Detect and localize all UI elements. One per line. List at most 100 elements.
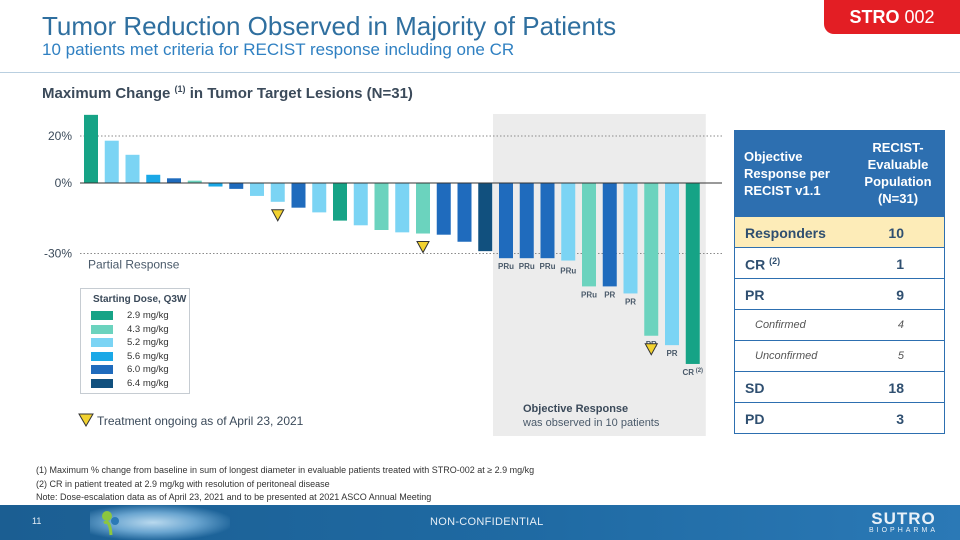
objective-response-text: was observed in 10 patients bbox=[523, 417, 660, 429]
data-bar bbox=[250, 183, 264, 196]
bar-response-label: PRu bbox=[560, 267, 576, 276]
bar-response-label: PR bbox=[625, 297, 636, 306]
ongoing-marker-icon bbox=[78, 413, 94, 427]
row-label: Confirmed bbox=[755, 319, 806, 331]
bar-response-label: PRu bbox=[519, 262, 535, 271]
reference-label: Partial Response bbox=[88, 258, 180, 272]
legend-swatch bbox=[91, 365, 113, 375]
row-label: PD bbox=[745, 411, 765, 427]
objective-response-note: Objective Response was observed in 10 pa… bbox=[523, 402, 659, 430]
footnote-2: (2) CR in patient treated at 2.9 mg/kg w… bbox=[36, 478, 330, 489]
footnotes: (1) Maximum % change from baseline in su… bbox=[36, 464, 534, 505]
data-bar bbox=[519, 183, 534, 259]
bar-response-label: CR (2) bbox=[682, 368, 703, 377]
waterfall-chart: 20% 0% -30% Partial Response PRu PRu PRu PRu PRu… bbox=[44, 114, 722, 436]
footer-bar: 11 NON-CONFIDENTIAL SUTRO BIOPHARMA bbox=[0, 505, 960, 540]
table-row-sd: SD 18 bbox=[734, 372, 945, 403]
legend-label: 4.3 mg/kg bbox=[127, 323, 169, 335]
legend-title: Starting Dose, Q3W bbox=[93, 294, 187, 305]
dose-legend: Starting Dose, Q3W 2.9 mg/kg 4.3 mg/kg 5.2… bbox=[80, 288, 190, 394]
data-bar bbox=[312, 183, 327, 213]
ongoing-marker bbox=[416, 241, 430, 254]
confidentiality-label: NON-CONFIDENTIAL bbox=[430, 516, 544, 528]
legend-label: 2.9 mg/kg bbox=[127, 310, 169, 321]
legend-label: 5.2 mg/kg bbox=[127, 337, 169, 349]
table-row-unconfirmed: Unconfirmed 5 bbox=[734, 341, 945, 372]
legend-label: 6.4 mg/kg bbox=[127, 378, 169, 389]
row-value: 18 bbox=[888, 380, 904, 396]
cr-footnote-sup: (2) bbox=[694, 368, 703, 374]
data-bar bbox=[644, 183, 659, 336]
row-value: 1 bbox=[896, 256, 904, 272]
cr-sup: (2) bbox=[769, 256, 781, 266]
data-bar bbox=[84, 114, 98, 183]
data-bar bbox=[146, 174, 161, 183]
data-bar bbox=[353, 183, 368, 226]
data-bar bbox=[582, 183, 596, 287]
bar-response-label: PR bbox=[666, 349, 677, 358]
table-row-confirmed: Confirmed 4 bbox=[734, 310, 945, 341]
data-bar bbox=[291, 183, 306, 208]
legend-swatch bbox=[91, 379, 113, 388]
data-bar bbox=[561, 183, 576, 261]
table-header: Objective Response per RECIST v1.1 RECIS… bbox=[734, 130, 945, 217]
header-divider bbox=[0, 72, 960, 73]
cr-label: CR bbox=[745, 256, 766, 273]
row-value: 3 bbox=[896, 411, 904, 427]
brand-sub: BIOPHARMA bbox=[868, 527, 938, 534]
data-bar bbox=[436, 183, 451, 235]
table-row-cr: CR (2) 1 bbox=[734, 248, 945, 279]
data-bar bbox=[167, 178, 181, 183]
data-bar bbox=[395, 183, 410, 233]
chart-title-pre: Maximum Change bbox=[42, 85, 175, 102]
row-label: Responders bbox=[745, 225, 826, 241]
row-value: 10 bbox=[888, 225, 904, 241]
row-value: 5 bbox=[897, 350, 904, 362]
footnote-note: Note: Dose-escalation data as of April 2… bbox=[36, 492, 432, 502]
table-header-col1: Objective Response per RECIST v1.1 bbox=[744, 149, 830, 198]
badge-name: STRO bbox=[849, 7, 900, 27]
data-bar bbox=[457, 183, 472, 242]
brand-logo: SUTRO BIOPHARMA bbox=[869, 509, 938, 534]
data-bar bbox=[270, 183, 285, 202]
legend-swatch bbox=[91, 311, 113, 320]
data-bar bbox=[374, 183, 389, 230]
data-bar bbox=[104, 140, 119, 183]
data-bar bbox=[540, 183, 555, 259]
table-header-col2: RECIST-Evaluable Population (N=31) bbox=[864, 140, 932, 206]
y-tick-label: -30% bbox=[44, 247, 72, 261]
badge-number: 002 bbox=[904, 7, 935, 27]
row-label: SD bbox=[745, 380, 765, 396]
ongoing-marker bbox=[644, 343, 659, 356]
bar-response-label: PR bbox=[604, 290, 615, 299]
data-bar bbox=[685, 183, 700, 364]
bar-response-label: PRu bbox=[498, 262, 514, 271]
data-bar bbox=[416, 183, 430, 234]
data-bar bbox=[665, 183, 679, 346]
data-bar bbox=[125, 154, 140, 183]
bar-response-label: PRu bbox=[581, 290, 597, 299]
product-badge: STRO 002 bbox=[824, 0, 960, 34]
data-bar bbox=[623, 183, 638, 294]
data-bar bbox=[187, 180, 202, 183]
data-bar bbox=[499, 183, 513, 259]
slide-subtitle: 10 patients met criteria for RECIST resp… bbox=[42, 40, 515, 59]
bar-response-label: PRu bbox=[540, 262, 556, 271]
legend-swatch bbox=[91, 324, 113, 334]
legend-label: 5.6 mg/kg bbox=[127, 350, 169, 362]
row-value: 4 bbox=[897, 319, 904, 331]
y-tick-label: 0% bbox=[55, 176, 73, 190]
data-bar bbox=[208, 183, 223, 187]
row-label: CR (2) bbox=[745, 256, 780, 273]
chart-title: Maximum Change (1) in Tumor Target Lesio… bbox=[42, 84, 413, 102]
slide-title: Tumor Reduction Observed in Majority of … bbox=[42, 11, 617, 41]
chart-title-post: in Tumor Target Lesions (N=31) bbox=[185, 85, 413, 102]
table-row-responders: Responders 10 bbox=[734, 217, 945, 248]
objective-response-title: Objective Response bbox=[523, 403, 629, 415]
row-label: Unconfirmed bbox=[755, 350, 818, 362]
ongoing-marker bbox=[270, 209, 285, 222]
response-table: Objective Response per RECIST v1.1 RECIS… bbox=[734, 130, 945, 434]
table-row-pd: PD 3 bbox=[734, 403, 945, 434]
row-label: PR bbox=[745, 287, 765, 303]
sutro-logo-mark-icon bbox=[102, 511, 119, 536]
